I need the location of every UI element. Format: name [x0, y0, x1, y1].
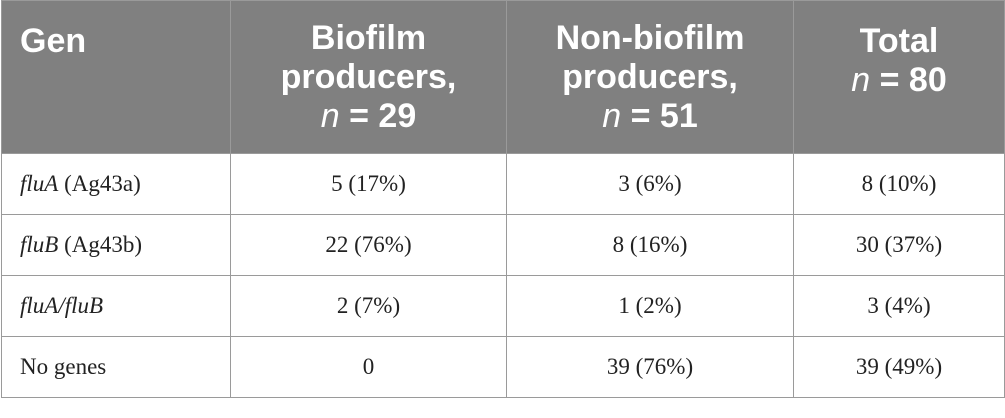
- row-total-cell: 3 (4%): [793, 275, 1005, 337]
- header-biofilm-n-val: = 29: [339, 96, 417, 135]
- header-biofilm-n-var: n: [320, 96, 340, 135]
- header-total: Total n = 80: [793, 0, 1005, 154]
- row-total-cell: 8 (10%): [793, 153, 1005, 215]
- row-nonbiofilm-cell: 1 (2%): [506, 275, 794, 337]
- header-total-n-val: = 80: [870, 61, 947, 99]
- gene-name-italic: fluB: [20, 232, 59, 257]
- row-gene-cell: fluB (Ag43b): [1, 214, 231, 276]
- table-header: Gen Biofilm producers, n = 29 Non-biofil…: [1, 0, 1005, 154]
- row-biofilm-cell: 0: [230, 336, 507, 398]
- row-biofilm-cell: 5 (17%): [230, 153, 507, 215]
- table-row: fluB (Ag43b) 22 (76%) 8 (16%) 30 (37%): [1, 214, 1005, 276]
- header-biofilm: Biofilm producers, n = 29: [230, 0, 507, 154]
- row-total-cell: 39 (49%): [793, 336, 1005, 398]
- row-nonbiofilm-cell: 39 (76%): [506, 336, 794, 398]
- header-row: Gen Biofilm producers, n = 29 Non-biofil…: [1, 0, 1005, 154]
- header-total-n-var: n: [851, 61, 871, 99]
- header-nonbiofilm-n-val: = 51: [621, 96, 698, 135]
- header-nonbiofilm-line1: Non-biofilm: [555, 18, 745, 57]
- header-nonbiofilm-n-var: n: [602, 96, 622, 135]
- table-row: No genes 0 39 (76%) 39 (49%): [1, 336, 1005, 398]
- gene-name-italic: fluA/fluB: [20, 293, 104, 318]
- row-biofilm-cell: 22 (76%): [230, 214, 507, 276]
- row-gene-cell: fluA/fluB: [1, 275, 231, 337]
- row-total-cell: 30 (37%): [793, 214, 1005, 276]
- gene-name-italic: fluA: [20, 171, 59, 196]
- row-nonbiofilm-cell: 8 (16%): [506, 214, 794, 276]
- row-nonbiofilm-cell: 3 (6%): [506, 153, 794, 215]
- header-gen-label: Gen: [20, 22, 87, 60]
- gene-name-rest: (Ag43a): [58, 171, 141, 196]
- row-gene-cell: fluA (Ag43a): [1, 153, 231, 215]
- table-row: fluA (Ag43a) 5 (17%) 3 (6%) 8 (10%): [1, 153, 1005, 215]
- table-body: fluA (Ag43a) 5 (17%) 3 (6%) 8 (10%) fluB…: [1, 153, 1005, 398]
- gene-distribution-table: Gen Biofilm producers, n = 29 Non-biofil…: [1, 0, 1005, 398]
- row-gene-cell: No genes: [1, 336, 231, 398]
- table-row: fluA/fluB 2 (7%) 1 (2%) 3 (4%): [1, 275, 1005, 337]
- header-nonbiofilm-line2: producers,: [562, 57, 738, 96]
- gene-name-rest: No genes: [20, 354, 107, 379]
- header-biofilm-line2: producers,: [280, 57, 457, 96]
- header-gen: Gen: [1, 0, 231, 154]
- header-nonbiofilm: Non-biofilm producers, n = 51: [506, 0, 794, 154]
- header-total-line1: Total: [859, 22, 939, 60]
- gene-name-rest: (Ag43b): [58, 232, 143, 257]
- row-biofilm-cell: 2 (7%): [230, 275, 507, 337]
- header-biofilm-line1: Biofilm: [310, 18, 427, 57]
